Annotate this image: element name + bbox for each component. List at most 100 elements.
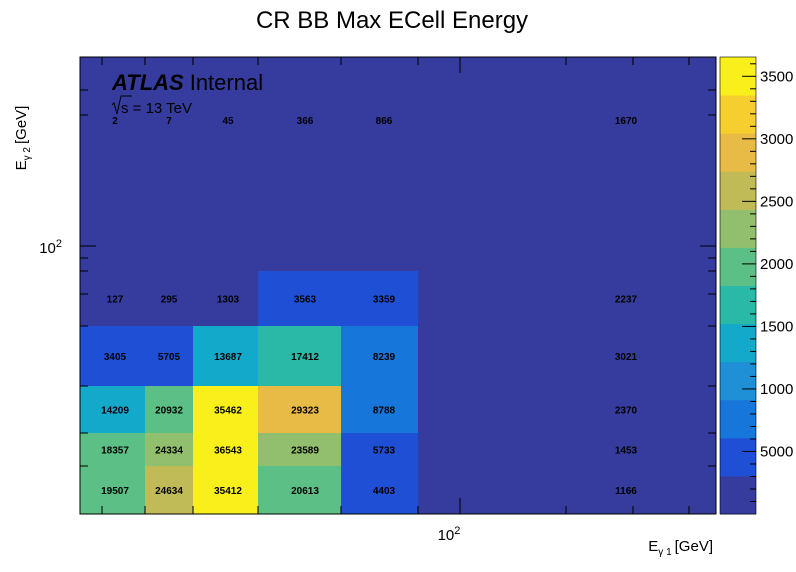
color-scale-label: 1500 — [760, 318, 793, 335]
cell-value-label: 8239 — [373, 352, 396, 363]
heatmap-cell — [145, 271, 193, 326]
x-axis-label: Eγ 1 [GeV] — [648, 538, 713, 558]
x-axis-ticks — [101, 57, 690, 514]
cell-value-label: 127 — [107, 295, 124, 306]
heatmap-cell — [145, 386, 193, 433]
cell-value-label: 1453 — [615, 446, 638, 457]
color-scale-label: 5000 — [760, 443, 793, 460]
color-scale-label: 3500 — [760, 68, 793, 85]
heatmap-cell-labels: 19507 24634 35412 20613 4403 1166 18357 24334 36… — [101, 116, 637, 497]
heatmap-cell — [258, 386, 341, 433]
energy-label: s = 13 TeV — [121, 100, 192, 117]
chart-title: CR BB Max ECell Energy — [256, 7, 528, 34]
heatmap-cells — [80, 57, 716, 514]
color-scale-labels: 5000 1000 1500 2000 2500 3000 3500 — [760, 68, 793, 460]
cell-value-label: 14209 — [101, 406, 129, 417]
cell-value-label: 18357 — [101, 446, 129, 457]
cell-value-label: 1303 — [217, 295, 240, 306]
cell-value-label: 2237 — [615, 295, 638, 306]
color-scale-label: 1000 — [760, 381, 793, 398]
color-scale-segment — [720, 399, 756, 439]
heatmap-cell — [418, 271, 716, 326]
cell-value-label: 366 — [297, 116, 314, 127]
heatmap-cell — [341, 271, 418, 326]
x-tick-label-100: 102 — [438, 525, 461, 544]
cell-value-label: 24634 — [155, 486, 183, 497]
color-scale-segment — [720, 361, 756, 401]
heatmap-cell — [341, 466, 418, 514]
cell-value-label: 23589 — [291, 446, 319, 457]
color-scale-segment — [720, 133, 756, 172]
cell-value-label: 20613 — [291, 486, 319, 497]
heatmap-cell — [80, 326, 145, 386]
atlas-label: ATLAS Internal — [111, 70, 263, 95]
sqrt-symbol — [111, 95, 132, 115]
heatmap-cell — [80, 271, 145, 326]
heatmap-cell — [193, 326, 258, 386]
cell-value-label: 29323 — [291, 406, 319, 417]
heatmap-cell — [80, 386, 145, 433]
cell-value-label: 5705 — [158, 352, 181, 363]
color-scale-segment — [720, 285, 756, 325]
cell-value-label: 13687 — [214, 352, 242, 363]
heatmap-cell — [258, 433, 341, 466]
cell-value-label: 4403 — [373, 486, 396, 497]
color-scale-segment — [720, 209, 756, 248]
heatmap-cell — [258, 271, 341, 326]
heatmap-cell — [341, 326, 418, 386]
cell-value-label: 2 — [112, 116, 118, 127]
color-scale-ticks — [742, 63, 756, 502]
plot-frame — [79, 56, 717, 515]
color-scale-label: 2500 — [760, 193, 793, 210]
cell-value-label: 36543 — [214, 446, 242, 457]
cell-value-label: 35412 — [214, 486, 242, 497]
heatmap-cell — [193, 386, 258, 433]
cell-value-label: 45 — [222, 116, 234, 127]
cell-value-label: 295 — [161, 295, 178, 306]
heatmap-cell — [341, 57, 418, 271]
cell-value-label: 24334 — [155, 446, 183, 457]
heatmap-cell — [341, 386, 418, 433]
y-axis-ticks — [80, 89, 716, 467]
y-tick-label-100: 102 — [39, 238, 62, 257]
color-scale-segment — [720, 437, 756, 477]
color-scale-segment — [720, 323, 756, 363]
heatmap-cell — [193, 57, 258, 271]
color-scale-frame — [719, 56, 757, 515]
heatmap-cell — [80, 57, 145, 271]
cell-value-label: 35462 — [214, 406, 242, 417]
cell-value-label: 3405 — [104, 352, 127, 363]
cell-value-label: 3359 — [373, 295, 396, 306]
heatmap-cell — [193, 433, 258, 466]
heatmap-cell — [258, 326, 341, 386]
cell-value-label: 1670 — [615, 116, 638, 127]
cell-value-label: 3021 — [615, 352, 638, 363]
cell-value-label: 866 — [376, 116, 393, 127]
color-scale-segment — [720, 475, 756, 515]
heatmap-cell — [145, 326, 193, 386]
color-scale-segment — [720, 247, 756, 286]
color-scale — [719, 56, 757, 515]
cell-value-label: 7 — [166, 116, 172, 127]
heatmap-cell — [258, 466, 341, 514]
color-scale-label: 2000 — [760, 256, 793, 273]
heatmap-cell — [80, 433, 145, 466]
heatmap-cell — [80, 466, 145, 514]
color-scale-label: 3000 — [760, 131, 793, 148]
cell-value-label: 1166 — [615, 486, 637, 497]
heatmap-cell — [418, 326, 716, 386]
cell-value-label: 2370 — [615, 406, 638, 417]
heatmap-cell — [193, 466, 258, 514]
heatmap-cell — [418, 386, 716, 433]
cell-value-label: 3563 — [294, 295, 317, 306]
heatmap-cell — [418, 57, 716, 271]
color-scale-segment — [720, 171, 756, 210]
heatmap-cell — [145, 57, 193, 271]
heatmap-cell — [258, 57, 341, 271]
cell-value-label: 8788 — [373, 406, 396, 417]
heatmap-cell — [341, 433, 418, 466]
cell-value-label: 17412 — [291, 352, 319, 363]
cell-value-label: 20932 — [155, 406, 183, 417]
heatmap-cell — [145, 433, 193, 466]
